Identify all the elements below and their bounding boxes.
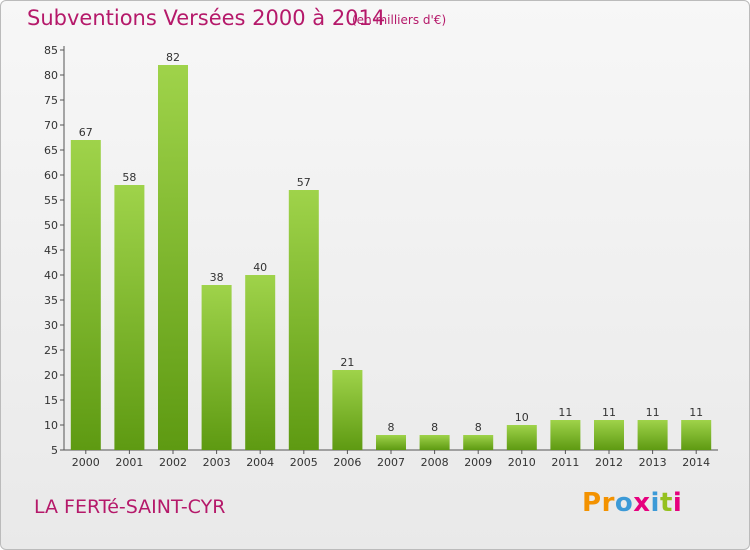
y-tick-label: 60 — [44, 169, 58, 182]
chart-axes: 5 10 15 20 25 30 35 40 45 50 55 60 65 70 75 80 85 2000 200… — [44, 44, 718, 469]
bar — [332, 370, 363, 450]
y-tick-label: 80 — [44, 69, 58, 82]
y-tick-label: 35 — [44, 294, 58, 307]
bar — [70, 140, 101, 450]
x-tick-label: 2013 — [639, 456, 667, 469]
bar — [245, 275, 276, 450]
logo-letter: t — [659, 488, 673, 518]
bar-value-label: 11 — [689, 406, 703, 419]
proxiti-logo[interactable]: Proxiti — [582, 488, 682, 518]
logo-letter: P — [582, 488, 602, 518]
y-tick-label: 45 — [44, 244, 58, 257]
x-tick-label: 2001 — [115, 456, 143, 469]
x-tick-label: 2011 — [551, 456, 579, 469]
bar-value-label: 8 — [431, 421, 438, 434]
bar-value-label: 58 — [122, 171, 136, 184]
place-name: LA FERTé-SAINT-CYR — [34, 496, 226, 518]
bar — [681, 420, 712, 450]
bar — [158, 65, 188, 450]
bar-value-label: 40 — [253, 261, 267, 274]
y-tick-label: 15 — [44, 394, 58, 407]
y-tick-label: 30 — [44, 319, 58, 332]
y-tick-label: 55 — [44, 194, 58, 207]
x-tick-label: 2002 — [159, 456, 187, 469]
bar — [594, 420, 624, 450]
bar-value-label: 11 — [558, 406, 572, 419]
logo-letter: o — [614, 488, 634, 518]
bar-value-label: 8 — [475, 421, 482, 434]
y-tick-label: 85 — [44, 44, 58, 57]
chart-subtitle: (en milliers d'€) — [352, 13, 447, 27]
logo-letter: i — [650, 488, 660, 518]
bar-value-label: 82 — [166, 51, 180, 64]
bar — [463, 435, 494, 450]
logo-letter: i — [672, 488, 683, 518]
bar-value-label: 57 — [297, 176, 311, 189]
x-tick-label: 2012 — [595, 456, 623, 469]
bar — [637, 420, 668, 450]
x-tick-label: 2000 — [72, 456, 100, 469]
x-tick-label: 2010 — [508, 456, 536, 469]
bar — [550, 420, 581, 450]
x-tick-label: 2008 — [421, 456, 449, 469]
y-tick-label: 20 — [44, 369, 58, 382]
y-tick-label: 65 — [44, 144, 58, 157]
bar — [506, 425, 537, 450]
logo-letter: r — [601, 488, 615, 518]
x-tick-label: 2005 — [290, 456, 318, 469]
bar-value-label: 38 — [210, 271, 224, 284]
y-tick-label: 50 — [44, 219, 58, 232]
logo-letter: x — [633, 488, 651, 518]
x-tick-label: 2004 — [246, 456, 274, 469]
bar-value-label: 8 — [388, 421, 395, 434]
bar — [376, 435, 406, 450]
x-tick-label: 2003 — [203, 456, 231, 469]
y-tick-label: 5 — [51, 444, 58, 457]
bar-value-label: 67 — [79, 126, 93, 139]
x-tick-label: 2007 — [377, 456, 405, 469]
y-tick-label: 75 — [44, 94, 58, 107]
bar-value-label: 10 — [515, 411, 529, 424]
bar-value-label: 21 — [340, 356, 354, 369]
y-tick-label: 25 — [44, 344, 58, 357]
y-tick-label: 10 — [44, 419, 58, 432]
x-tick-label: 2006 — [333, 456, 361, 469]
y-tick-label: 70 — [44, 119, 58, 132]
bar-value-label: 11 — [602, 406, 616, 419]
x-tick-label: 2014 — [682, 456, 710, 469]
chart-title: Subventions Versées 2000 à 2014 — [27, 6, 386, 30]
bar — [201, 285, 232, 450]
y-tick-label: 40 — [44, 269, 58, 282]
bar-value-label: 11 — [646, 406, 660, 419]
chart-bars — [70, 65, 712, 450]
bar — [288, 190, 319, 450]
x-tick-label: 2009 — [464, 456, 492, 469]
chart-labels: 67 58 82 38 40 57 21 8 8 8 10 11 11 11 11 — [79, 51, 703, 434]
bar — [114, 185, 145, 450]
bar — [419, 435, 450, 450]
